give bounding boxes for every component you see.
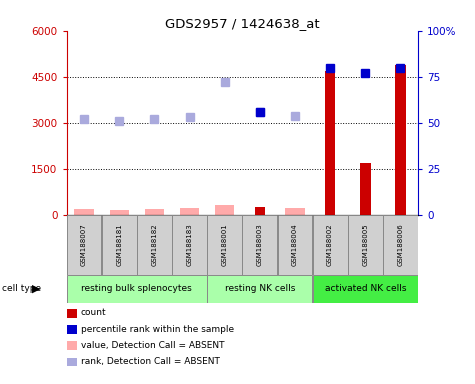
FancyBboxPatch shape bbox=[207, 215, 242, 275]
Text: activated NK cells: activated NK cells bbox=[324, 285, 406, 293]
Bar bbox=[255, 207, 265, 215]
Text: GSM188007: GSM188007 bbox=[81, 223, 87, 266]
Bar bbox=[360, 164, 370, 215]
FancyBboxPatch shape bbox=[66, 275, 207, 303]
Text: percentile rank within the sample: percentile rank within the sample bbox=[81, 324, 234, 334]
FancyBboxPatch shape bbox=[137, 215, 172, 275]
Text: GSM188183: GSM188183 bbox=[187, 223, 192, 266]
Bar bbox=[215, 205, 234, 215]
Text: GSM188181: GSM188181 bbox=[116, 223, 122, 266]
FancyBboxPatch shape bbox=[207, 275, 313, 303]
Text: cell type: cell type bbox=[2, 284, 41, 293]
Bar bbox=[145, 209, 164, 215]
Text: GSM188001: GSM188001 bbox=[222, 223, 228, 266]
Text: value, Detection Call = ABSENT: value, Detection Call = ABSENT bbox=[81, 341, 224, 350]
Text: GSM188006: GSM188006 bbox=[398, 223, 403, 266]
FancyBboxPatch shape bbox=[383, 215, 418, 275]
Bar bbox=[325, 71, 335, 215]
Bar bbox=[395, 65, 406, 215]
FancyBboxPatch shape bbox=[242, 215, 277, 275]
Text: GSM188003: GSM188003 bbox=[257, 223, 263, 266]
FancyBboxPatch shape bbox=[102, 215, 137, 275]
Title: GDS2957 / 1424638_at: GDS2957 / 1424638_at bbox=[165, 17, 320, 30]
Text: count: count bbox=[81, 308, 106, 318]
Text: ▶: ▶ bbox=[32, 284, 41, 294]
Bar bbox=[285, 208, 304, 215]
Text: resting NK cells: resting NK cells bbox=[225, 285, 295, 293]
FancyBboxPatch shape bbox=[313, 275, 418, 303]
FancyBboxPatch shape bbox=[66, 215, 102, 275]
Bar bbox=[180, 208, 199, 215]
FancyBboxPatch shape bbox=[277, 215, 313, 275]
Text: GSM188004: GSM188004 bbox=[292, 223, 298, 266]
FancyBboxPatch shape bbox=[172, 215, 207, 275]
Bar bbox=[110, 210, 129, 215]
Text: rank, Detection Call = ABSENT: rank, Detection Call = ABSENT bbox=[81, 357, 219, 366]
Text: GSM188005: GSM188005 bbox=[362, 223, 368, 266]
Text: resting bulk splenocytes: resting bulk splenocytes bbox=[81, 285, 192, 293]
FancyBboxPatch shape bbox=[313, 215, 348, 275]
FancyBboxPatch shape bbox=[348, 215, 383, 275]
Text: GSM188182: GSM188182 bbox=[152, 223, 157, 266]
Bar bbox=[75, 209, 94, 215]
Text: GSM188002: GSM188002 bbox=[327, 223, 333, 266]
